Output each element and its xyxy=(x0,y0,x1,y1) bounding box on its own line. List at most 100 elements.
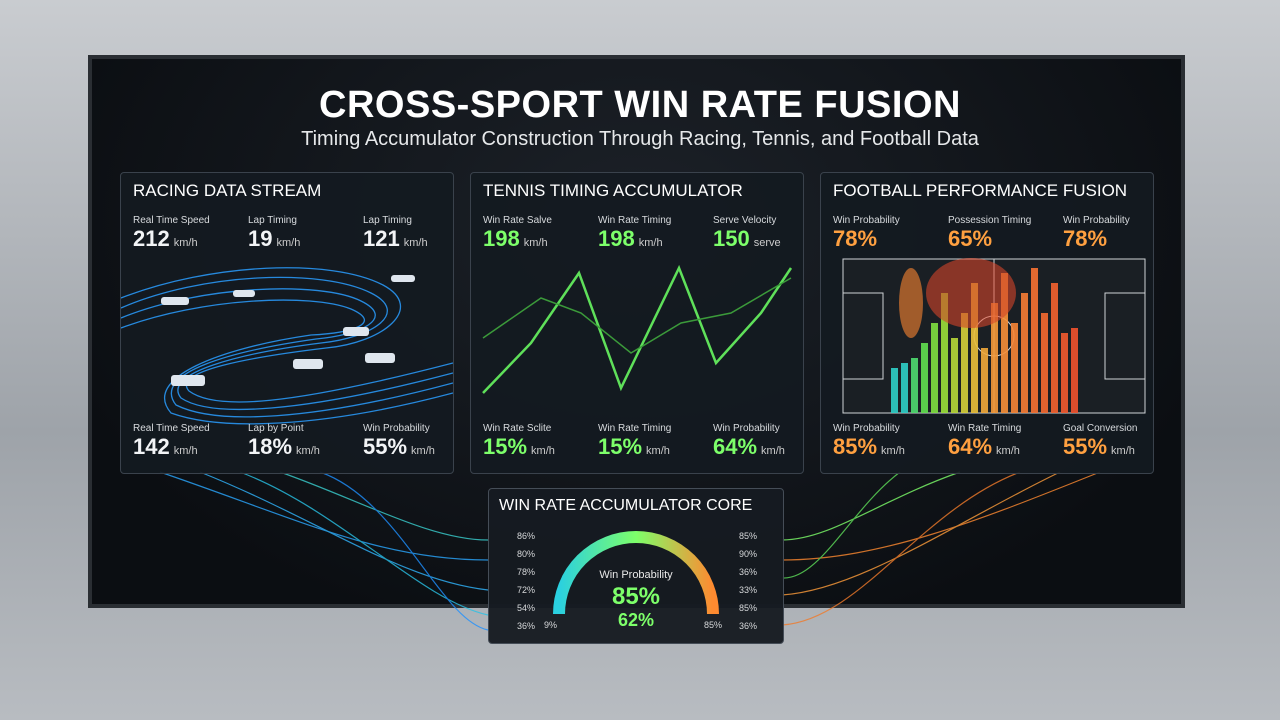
scale-label: 90% xyxy=(739,549,758,559)
metric-value: 19 xyxy=(248,226,273,251)
metric-label: Win Probability xyxy=(713,423,780,434)
metric: Win Rate Sclite 15% km/h xyxy=(483,423,593,460)
metric-value: 78% xyxy=(1063,226,1108,251)
metric-label: Win Probability xyxy=(833,215,900,226)
metric-unit: km/h xyxy=(523,237,548,249)
metric: Lap by Point 18% km/h xyxy=(248,423,358,460)
metric-row: 198 km/h xyxy=(483,226,593,252)
metric-unit: km/h xyxy=(646,445,670,457)
metric-value: 142 xyxy=(133,434,170,459)
metric-value: 78% xyxy=(833,226,878,251)
gauge-max: 85% xyxy=(704,620,723,630)
metric-row: 18% km/h xyxy=(248,434,358,460)
metric-value: 198 xyxy=(483,226,520,251)
metric-label: Win Rate Salve xyxy=(483,215,552,226)
metric-value: 212 xyxy=(133,226,170,251)
metric-label: Serve Velocity xyxy=(713,215,777,226)
metric-row: 212 km/h xyxy=(133,226,243,252)
metric-label: Win Probability xyxy=(363,423,430,434)
metric-row: 121 km/h xyxy=(363,226,473,252)
gauge xyxy=(553,531,719,615)
metric-unit: km/h xyxy=(761,445,785,457)
metric: Win Probability 78% xyxy=(833,215,943,252)
metric-value: 85% xyxy=(833,434,878,459)
metric-label: Possession Timing xyxy=(948,215,1032,226)
metric-value: 55% xyxy=(1063,434,1108,459)
metric-unit: km/h xyxy=(296,445,320,457)
scale-label: 80% xyxy=(517,549,536,559)
panel-title: FOOTBALL PERFORMANCE FUSION xyxy=(833,181,1128,200)
metric-label: Win Rate Timing xyxy=(598,215,672,226)
metric: Goal Conversion 55% km/h xyxy=(1063,423,1173,460)
scale-label: 36% xyxy=(517,621,536,631)
metric-row: 85% km/h xyxy=(833,434,943,460)
metric-unit: km/h xyxy=(881,445,905,457)
metric-row: 150 serve xyxy=(713,226,823,252)
metric-unit: km/h xyxy=(403,237,428,249)
metric-label: Win Probability xyxy=(833,423,900,434)
metric-value: 64% xyxy=(713,434,758,459)
metric-label: Win Rate Sclite xyxy=(483,423,552,434)
metric-row: 198 km/h xyxy=(598,226,708,252)
scale-label: 33% xyxy=(739,585,758,595)
scale-label: 36% xyxy=(739,567,758,577)
metric-label: Win Rate Timing xyxy=(948,423,1022,434)
racing-panel: RACING DATA STREAM Real Time Speed 212 km/h… xyxy=(120,172,454,474)
football-heatmap xyxy=(842,258,1146,414)
metric-value: 65% xyxy=(948,226,993,251)
metric-value: 64% xyxy=(948,434,993,459)
scale-label: 72% xyxy=(517,585,536,595)
scale-label: 85% xyxy=(739,603,758,613)
metric: Win Probability 78% xyxy=(1063,215,1173,252)
metric-label: Lap by Point xyxy=(248,423,304,434)
tennis-lines xyxy=(482,264,793,394)
metric: Win Probability 85% km/h xyxy=(833,423,943,460)
metric-label: Win Rate Timing xyxy=(598,423,672,434)
scale-label: 85% xyxy=(739,531,758,541)
metric: Win Probability 64% km/h xyxy=(713,423,823,460)
metric-row: 15% km/h xyxy=(483,434,593,460)
metric: Possession Timing 65% xyxy=(948,215,1058,252)
scale-label: 86% xyxy=(517,531,536,541)
metric-value: 55% xyxy=(363,434,408,459)
subtitle: Timing Accumulator Construction Through … xyxy=(301,128,979,150)
metric-unit: km/h xyxy=(411,445,435,457)
gauge-label: Win Probability xyxy=(599,569,673,581)
metric-label: Real Time Speed xyxy=(133,215,210,226)
gauge-primary: 85% xyxy=(611,583,661,610)
panel-title: RACING DATA STREAM xyxy=(133,181,322,200)
metric: Win Probability 55% km/h xyxy=(363,423,473,460)
metric-row: 55% km/h xyxy=(363,434,473,460)
metric-label: Lap Timing xyxy=(363,215,412,226)
metric: Real Time Speed 212 km/h xyxy=(133,215,243,252)
tennis-panel: TENNIS TIMING ACCUMULATOR Win Rate Salve 1… xyxy=(470,172,804,474)
metric-value: 18% xyxy=(248,434,293,459)
metric: Win Rate Salve 198 km/h xyxy=(483,215,593,252)
metric-value: 15% xyxy=(598,434,643,459)
metric-row: 78% xyxy=(1063,226,1173,252)
metric-value: 150 xyxy=(713,226,750,251)
metric-value: 121 xyxy=(363,226,400,251)
metric-row: 15% km/h xyxy=(598,434,708,460)
metric-label: Real Time Speed xyxy=(133,423,210,434)
metric-row: 55% km/h xyxy=(1063,434,1173,460)
metric: Lap Timing 121 km/h xyxy=(363,215,473,252)
metric-label: Goal Conversion xyxy=(1063,423,1138,434)
metric-unit: km/h xyxy=(173,237,198,249)
scale-label: 78% xyxy=(517,567,536,577)
core-title: WIN RATE ACCUMULATOR CORE xyxy=(499,497,753,514)
accumulator-core: WIN RATE ACCUMULATOR CORE Win Probabilit… xyxy=(488,488,784,644)
gauge-secondary: 62% xyxy=(617,610,655,630)
metric-label: Lap Timing xyxy=(248,215,297,226)
metric-unit: km/h xyxy=(276,237,301,249)
metric-row: 19 km/h xyxy=(248,226,358,252)
metric-value: 198 xyxy=(598,226,635,251)
metric: Win Rate Timing 15% km/h xyxy=(598,423,708,460)
metric: Win Rate Timing 198 km/h xyxy=(598,215,708,252)
metric-unit: km/h xyxy=(638,237,663,249)
metric-label: Win Probability xyxy=(1063,215,1130,226)
race-track xyxy=(121,267,453,425)
metric-row: 65% xyxy=(948,226,1058,252)
